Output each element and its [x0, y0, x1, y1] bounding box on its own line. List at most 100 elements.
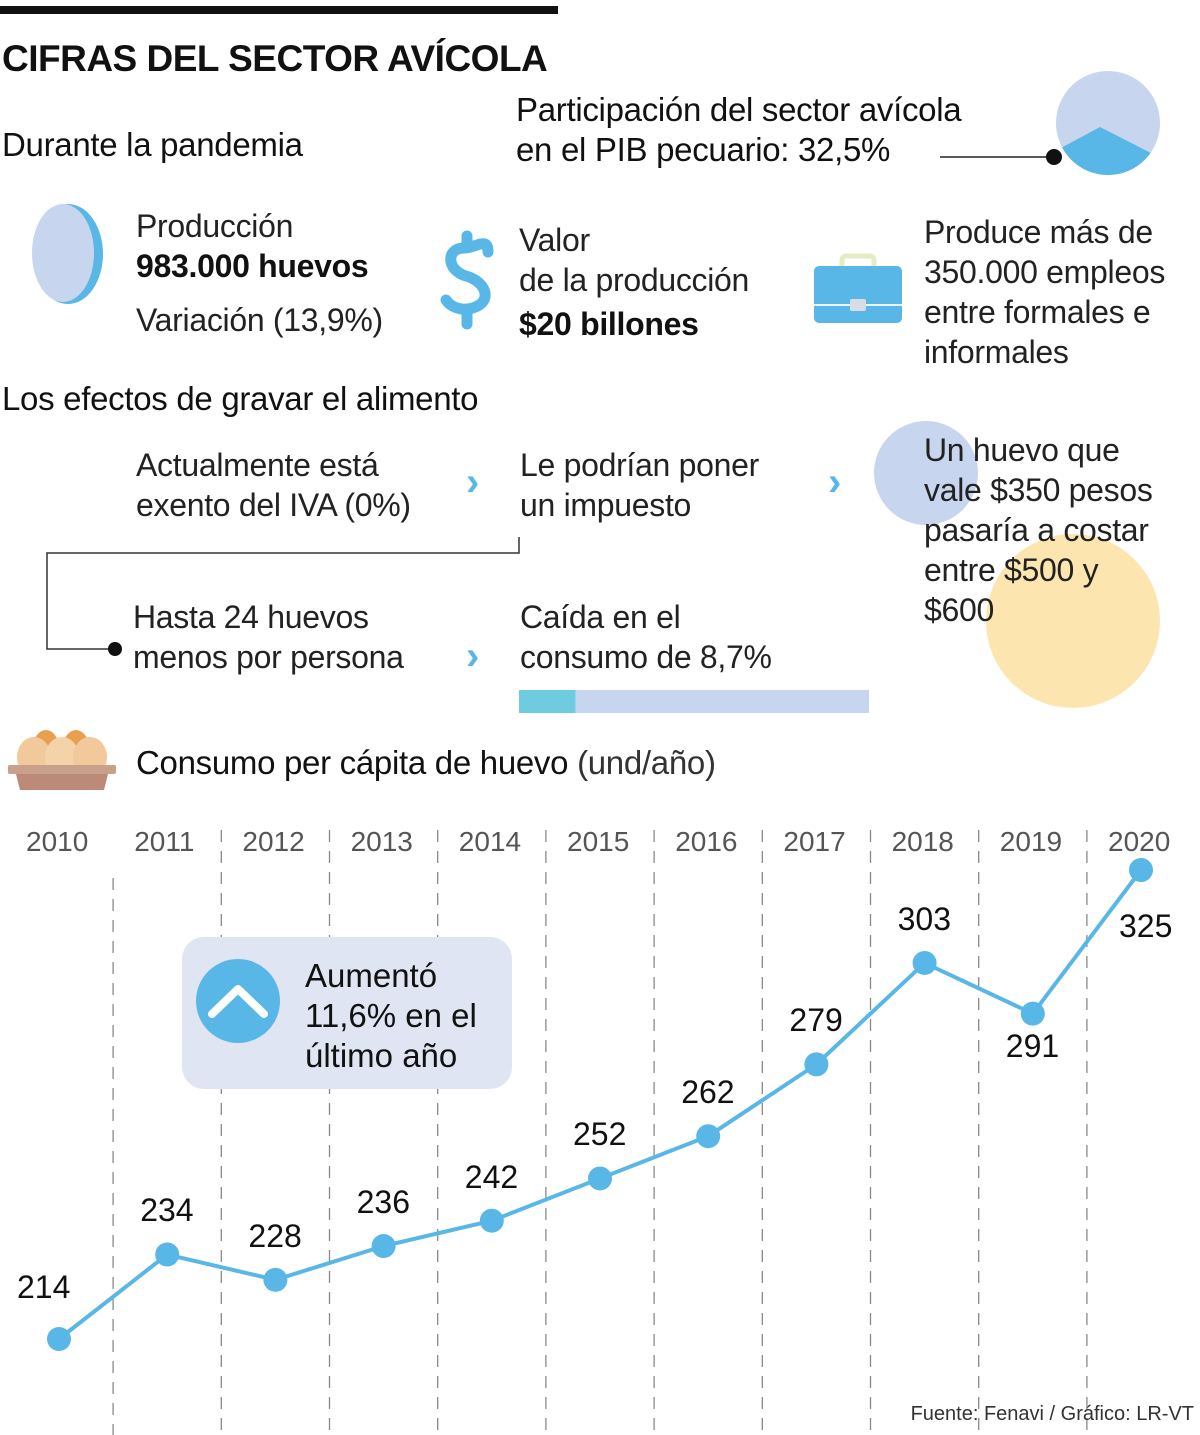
produccion-stat: Producción 983.000 huevos Variación (13,… [136, 206, 383, 340]
data-point [479, 1208, 504, 1233]
valor-line-1: Valor [519, 222, 590, 258]
top-rule [0, 6, 558, 14]
data-label: 262 [681, 1074, 735, 1111]
x-tick-label: 2019 [999, 826, 1063, 857]
data-point [696, 1124, 721, 1149]
x-tick-label: 2013 [350, 826, 413, 857]
x-tick-label: 2015 [567, 826, 630, 857]
growth-callout-text: Aumentó 11,6% en el último año [305, 956, 477, 1076]
egg-icon [32, 204, 103, 304]
egg-carton-icon-shape [8, 730, 116, 790]
price-circle-old [874, 421, 978, 525]
data-label: 325 [1119, 908, 1173, 944]
data-point [155, 1242, 180, 1267]
step1-line-1: Actualmente está [136, 447, 379, 483]
data-label: 228 [248, 1217, 302, 1254]
data-label: 252 [573, 1116, 627, 1153]
x-tick-label: 2014 [458, 826, 522, 857]
step4-line-2: menos por persona [133, 639, 404, 675]
step2-line-2: un impuesto [520, 487, 692, 523]
arrow-up-circle-icon [196, 959, 280, 1043]
callout-line-2: 11,6% en el [305, 997, 477, 1034]
data-point [371, 1234, 396, 1259]
produccion-value: 983.000 huevos [136, 248, 369, 284]
effect-step-exento: Actualmente está exento del IVA (0%) [136, 445, 411, 525]
chevron-right-icon: › [828, 460, 842, 504]
callout-line-3: último año [305, 1037, 458, 1074]
data-label: 279 [789, 1002, 843, 1039]
effect-step-menos-huevos: Hasta 24 huevos menos por persona [133, 597, 404, 677]
step3-line-3: pasaría a costar [924, 512, 1149, 548]
valor-line-2: de la producción [519, 262, 750, 298]
pib-line-1: Participación del sector avícola [516, 91, 962, 128]
pib-share-text: Participación del sector avícola en el P… [516, 90, 962, 170]
dollar-icon [440, 230, 494, 330]
section-heading-pandemia: Durante la pandemia [2, 126, 303, 163]
step3-line-1: Un huevo que [924, 432, 1120, 468]
data-point [263, 1267, 288, 1292]
chart-title-main: Consumo per cápita de huevo [136, 744, 569, 781]
data-point [912, 950, 937, 975]
x-tick-label: 2017 [783, 826, 846, 857]
x-tick-label: 2020 [1108, 826, 1171, 857]
chevron-right-icon: › [466, 634, 480, 678]
flow-connector-dot [108, 642, 122, 656]
step1-line-2: exento del IVA (0%) [136, 487, 411, 523]
empleos-line-3: entre formales e [924, 294, 1151, 330]
pie-slice-share [1062, 127, 1151, 176]
pib-line-2: en el PIB pecuario: 32,5% [516, 131, 891, 168]
data-label: 236 [356, 1184, 410, 1221]
step3-line-4: entre $500 y [924, 552, 1099, 588]
empleos-stat: Produce más de 350.000 empleos entre for… [924, 212, 1165, 372]
effect-step-caida: Caída en el consumo de 8,7% [520, 597, 772, 677]
source-credit: Fuente: Fenavi / Gráfico: LR-VT [910, 1403, 1194, 1425]
data-point [804, 1052, 829, 1077]
step5-line-2: consumo de 8,7% [520, 639, 772, 675]
step5-line-1: Caída en el [520, 599, 681, 635]
data-point [588, 1166, 612, 1191]
chart-unit-label: (und/año) [577, 744, 716, 781]
chevron-up-icon [208, 985, 268, 1018]
empleos-line-4: informales [924, 334, 1069, 370]
pib-connector-dot [1046, 149, 1062, 165]
x-tick-label: 2011 [134, 826, 195, 857]
data-label: 214 [17, 1269, 71, 1305]
data-point [47, 1327, 71, 1351]
effect-step-impuesto: Le podrían poner un impuesto [520, 445, 759, 525]
page-title: CIFRAS DEL SECTOR AVÍCOLA [2, 38, 548, 79]
step3-line-5: $600 [924, 592, 994, 628]
step2-line-1: Le podrían poner [520, 447, 759, 483]
data-label: 242 [464, 1158, 519, 1195]
x-tick-label: 2018 [891, 826, 954, 857]
effect-step-precio: Un huevo que vale $350 pesos pasaría a c… [924, 430, 1153, 630]
chevron-right-icon: › [466, 460, 480, 504]
flow-connector-line [46, 537, 520, 650]
drop-bar-track [519, 690, 869, 713]
briefcase-icon [814, 253, 902, 323]
data-label: 234 [140, 1192, 194, 1229]
data-label: 291 [1005, 1027, 1060, 1064]
data-label: 303 [897, 900, 951, 937]
step4-line-1: Hasta 24 huevos [133, 599, 369, 635]
empleos-line-2: 350.000 empleos [924, 254, 1166, 290]
produccion-label: Producción [136, 208, 294, 244]
chart-title: Consumo per cápita de huevo (und/año) [136, 744, 716, 782]
x-tick-label: 2016 [675, 826, 738, 857]
data-point [1020, 1001, 1045, 1026]
drop-bar-fill [519, 690, 576, 713]
produccion-variation: Variación (13,9%) [136, 302, 383, 338]
step3-line-2: vale $350 pesos [924, 472, 1153, 508]
callout-line-1: Aumentó [305, 957, 438, 994]
empleos-line-1: Produce más de [924, 214, 1153, 250]
x-tick-label: 2010 [26, 826, 89, 857]
price-circle-new [986, 534, 1160, 708]
data-point [1129, 858, 1153, 882]
x-tick-label: 2012 [242, 826, 305, 857]
valor-stat: Valor de la producción $20 billones [519, 220, 749, 344]
